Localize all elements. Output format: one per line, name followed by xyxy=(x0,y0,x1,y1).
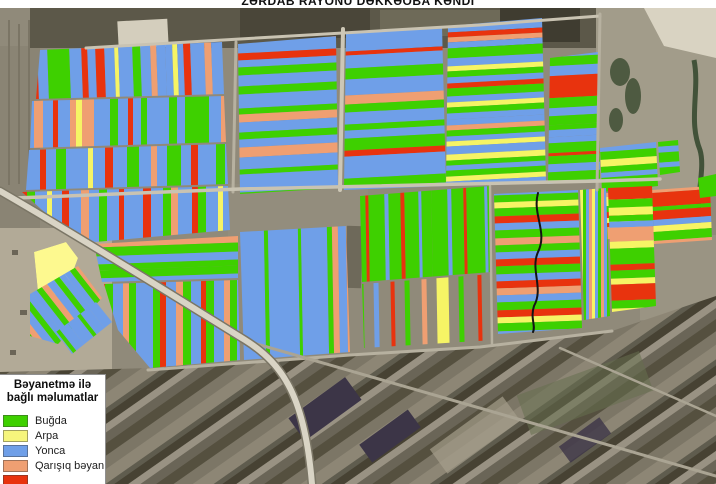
legend-swatch xyxy=(3,414,28,427)
title-band: ZƏRDAB RAYONU DƏKKƏOBA KƏNDİ xyxy=(0,0,716,8)
field-w-4 xyxy=(22,186,230,242)
highway xyxy=(0,188,315,484)
legend-swatch xyxy=(3,459,28,472)
road-horizontal-2 xyxy=(146,329,614,372)
map-title: ZƏRDAB RAYONU DƏKKƏOBA KƏNDİ xyxy=(241,0,475,8)
field-east-5 xyxy=(698,174,716,198)
field-center-2 xyxy=(360,186,492,282)
legend-panel: Bəyanetmə ilə bağlı məlumatlar Buğda Arpa… xyxy=(0,374,106,484)
legend-title-line2: bağlı məlumatlar xyxy=(6,392,99,404)
field-boundary-squiggle xyxy=(531,192,543,333)
field-nw-3 xyxy=(26,144,228,190)
field-se-3 xyxy=(608,186,656,312)
legend-item: Qarışıq bəyan xyxy=(0,458,105,473)
legend-label: Yonca xyxy=(35,444,66,457)
legend-items: Buğda Arpa Yonca Qarışıq bəyan xyxy=(0,413,105,484)
road-vertical-3 xyxy=(595,12,602,192)
road-top xyxy=(84,14,602,50)
field-mid-north-4 xyxy=(548,52,600,184)
road-vertical-4 xyxy=(488,184,494,346)
legend-swatch xyxy=(3,429,28,442)
legend-item: Arpa xyxy=(0,428,105,443)
field-east-2 xyxy=(658,140,680,175)
legend-title-line1: Bəyanetmə ilə xyxy=(13,379,92,391)
field-nw-2 xyxy=(30,96,226,148)
road-vertical-2 xyxy=(338,27,345,192)
legend-item: Yonca xyxy=(0,443,105,458)
road-vertical-1 xyxy=(231,40,238,194)
legend-label: Qarışıq bəyan xyxy=(35,459,105,472)
legend-label: Arpa xyxy=(35,429,59,442)
legend-swatch xyxy=(3,444,28,457)
road-diagonal-1 xyxy=(248,340,716,478)
field-east-1 xyxy=(600,142,658,192)
field-center-3 xyxy=(362,274,494,348)
legend-item: Buğda xyxy=(0,413,105,428)
legend-item xyxy=(0,473,105,484)
farmland-strips xyxy=(0,296,716,484)
field-east-4 xyxy=(652,186,712,244)
legend-swatch xyxy=(3,474,28,484)
road-diagonal-2 xyxy=(558,346,716,418)
road-horizontal-1 xyxy=(14,177,662,200)
field-mid-north-1 xyxy=(238,36,338,194)
legend-label: Buğda xyxy=(35,414,67,427)
